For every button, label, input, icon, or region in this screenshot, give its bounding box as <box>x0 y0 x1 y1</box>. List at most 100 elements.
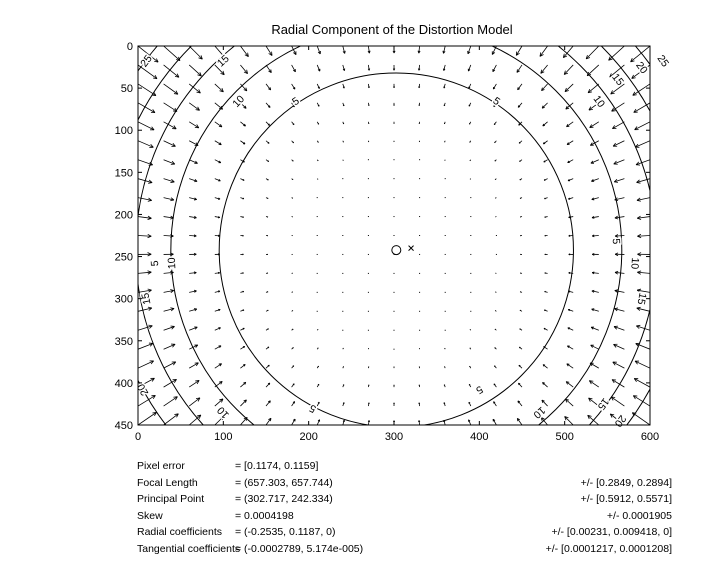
displacement-arrow <box>393 83 395 88</box>
displacement-arrow <box>163 121 177 130</box>
x-tick-label: 100 <box>214 431 232 443</box>
displacement-arrow <box>419 178 421 180</box>
displacement-arrow <box>189 289 197 293</box>
displacement-arrow <box>265 328 269 331</box>
displacement-arrow <box>444 329 446 331</box>
displacement-arrow <box>589 121 600 129</box>
displacement-arrow <box>342 140 344 143</box>
displacement-arrow <box>367 291 369 293</box>
contour-label: 20 <box>633 60 650 77</box>
displacement-arrow <box>291 383 295 388</box>
displacement-arrow <box>494 178 497 180</box>
displacement-arrow <box>291 365 295 369</box>
displacement-arrow <box>419 197 421 199</box>
displacement-arrow <box>444 140 446 143</box>
displacement-arrow <box>316 102 320 107</box>
displacement-arrow <box>494 310 497 312</box>
displacement-arrow <box>393 121 395 124</box>
displacement-arrow <box>540 64 548 74</box>
displacement-arrow <box>393 159 395 161</box>
displacement-arrow <box>367 420 370 425</box>
displacement-arrow <box>393 178 395 180</box>
x-tick-label: 500 <box>555 431 573 443</box>
displacement-arrow <box>541 102 548 109</box>
displacement-arrow <box>214 327 221 331</box>
displacement-arrow <box>492 64 497 72</box>
displacement-arrow <box>342 310 344 312</box>
displacement-arrow <box>316 419 321 425</box>
result-value: = (302.717, 242.334) <box>235 493 333 506</box>
result-label: Radial coefficients <box>137 526 223 539</box>
displacement-arrow <box>588 397 600 407</box>
displacement-arrow <box>518 364 523 369</box>
displacement-arrow <box>562 46 574 58</box>
displacement-arrow <box>368 102 370 106</box>
displacement-arrow <box>163 343 176 350</box>
displacement-arrow <box>367 178 369 180</box>
displacement-arrow <box>163 178 175 183</box>
displacement-arrow <box>520 235 523 237</box>
displacement-arrow <box>265 364 270 369</box>
result-row: Skew = 0.0004198 +/- 0.0001905 <box>0 508 722 524</box>
result-uncertainty: +/- [0.5912, 0.5571] <box>580 493 672 506</box>
displacement-arrow <box>240 346 246 350</box>
x-tick-label: 0 <box>135 431 141 443</box>
displacement-arrow <box>291 178 294 181</box>
displacement-arrow <box>393 235 395 236</box>
displacement-arrow <box>494 140 497 144</box>
displacement-arrow <box>367 46 371 54</box>
displacement-arrow <box>591 178 599 182</box>
displacement-arrow <box>519 309 523 312</box>
displacement-arrow <box>393 197 395 199</box>
displacement-arrow <box>631 64 650 79</box>
distortion-contours <box>138 46 650 425</box>
displacement-arrow <box>591 252 599 256</box>
displacement-arrow <box>519 197 523 199</box>
displacement-arrow <box>544 234 548 237</box>
displacement-arrow <box>418 384 421 388</box>
principal-point-marker <box>391 245 402 256</box>
displacement-arrow <box>342 272 344 274</box>
displacement-arrow <box>265 382 271 388</box>
displacement-arrow <box>543 159 548 163</box>
displacement-arrow <box>517 400 523 407</box>
displacement-arrow <box>631 412 650 425</box>
result-uncertainty: +/- [0.0001217, 0.0001208] <box>545 543 672 555</box>
displacement-arrow <box>544 216 548 218</box>
displacement-arrow <box>542 121 548 127</box>
displacement-arrow <box>316 310 318 312</box>
displacement-arrow <box>469 121 472 125</box>
displacement-arrow <box>265 235 269 237</box>
displacement-arrow <box>316 383 320 388</box>
displacement-arrow <box>467 64 472 72</box>
displacement-arrow <box>342 329 344 331</box>
displacement-arrow <box>585 46 600 60</box>
result-label: Principal Point <box>137 493 205 506</box>
displacement-arrow <box>591 215 599 219</box>
displacement-arrow <box>291 83 296 90</box>
displacement-arrow <box>188 64 202 77</box>
displacement-arrow <box>443 384 446 388</box>
contour-label: 15 <box>139 292 153 306</box>
displacement-arrow <box>470 216 472 218</box>
displacement-arrow <box>188 83 201 94</box>
displacement-arrow <box>163 307 175 312</box>
displacement-arrow <box>613 343 625 350</box>
y-tick-label: 200 <box>115 209 133 221</box>
displacement-arrow <box>189 197 197 201</box>
displacement-arrow <box>138 140 154 148</box>
displacement-arrow <box>544 253 548 256</box>
result-row: Focal Length = (657.303, 657.744) +/- [0.2… <box>0 475 722 491</box>
displacement-arrow <box>590 159 599 164</box>
displacement-arrow <box>138 233 152 239</box>
displacement-arrow <box>542 140 548 145</box>
displacement-arrow <box>163 140 176 147</box>
displacement-arrow <box>632 395 650 407</box>
displacement-arrow <box>495 253 497 255</box>
displacement-arrow <box>342 402 345 407</box>
displacement-arrow <box>138 102 156 114</box>
result-value: = 0.0004198 <box>235 509 294 522</box>
displacement-arrow <box>442 46 446 54</box>
displacement-arrow <box>316 329 319 331</box>
displacement-arrow <box>419 253 421 255</box>
